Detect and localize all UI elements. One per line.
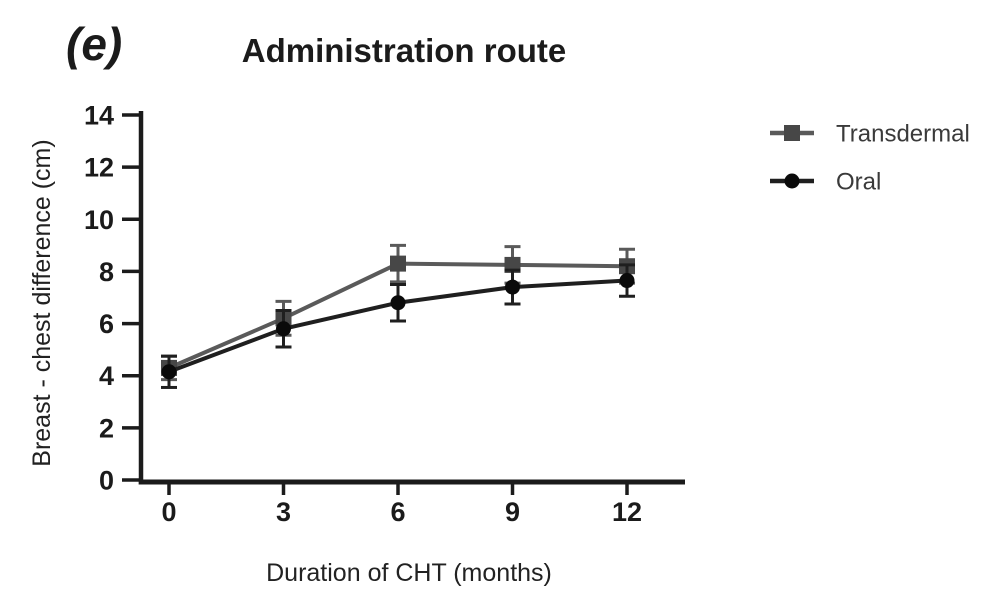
circle-marker <box>276 321 292 337</box>
y-tick-label: 4 <box>99 361 114 391</box>
chart-title: Administration route <box>242 32 567 69</box>
legend-circle-marker <box>784 173 800 189</box>
axes: 0 2 4 6 8 10 12 14 0 3 6 9 12 <box>84 101 685 527</box>
legend: Transdermal Oral <box>770 121 970 196</box>
y-tick-label: 12 <box>84 153 114 183</box>
y-tick-label: 10 <box>84 205 114 235</box>
x-tick-label: 0 <box>161 497 176 527</box>
panel-label: (e) <box>66 18 122 70</box>
legend-label: Transdermal <box>836 121 970 148</box>
legend-item-transdermal: Transdermal <box>770 121 970 148</box>
x-tick-label: 6 <box>390 497 405 527</box>
x-tick-label: 12 <box>612 497 642 527</box>
circle-marker <box>619 273 635 289</box>
data-series <box>161 243 636 389</box>
x-axis-label: Duration of CHT (months) <box>266 559 552 587</box>
y-axis-label: Breast - chest difference (cm) <box>28 139 56 466</box>
y-tick-label: 6 <box>99 309 114 339</box>
y-tick-label: 2 <box>99 413 114 443</box>
y-tick-label: 0 <box>99 466 114 496</box>
legend-item-oral: Oral <box>770 169 881 196</box>
legend-label: Oral <box>836 169 881 196</box>
circle-marker <box>505 279 521 295</box>
series-oral <box>161 263 636 389</box>
circle-marker <box>390 295 406 311</box>
circle-marker <box>161 364 177 380</box>
y-tick-label: 14 <box>84 101 114 131</box>
x-tick-label: 9 <box>505 497 520 527</box>
x-tick-label: 3 <box>276 497 291 527</box>
square-marker <box>390 255 407 272</box>
legend-square-marker <box>784 125 800 141</box>
y-tick-label: 8 <box>99 257 114 287</box>
